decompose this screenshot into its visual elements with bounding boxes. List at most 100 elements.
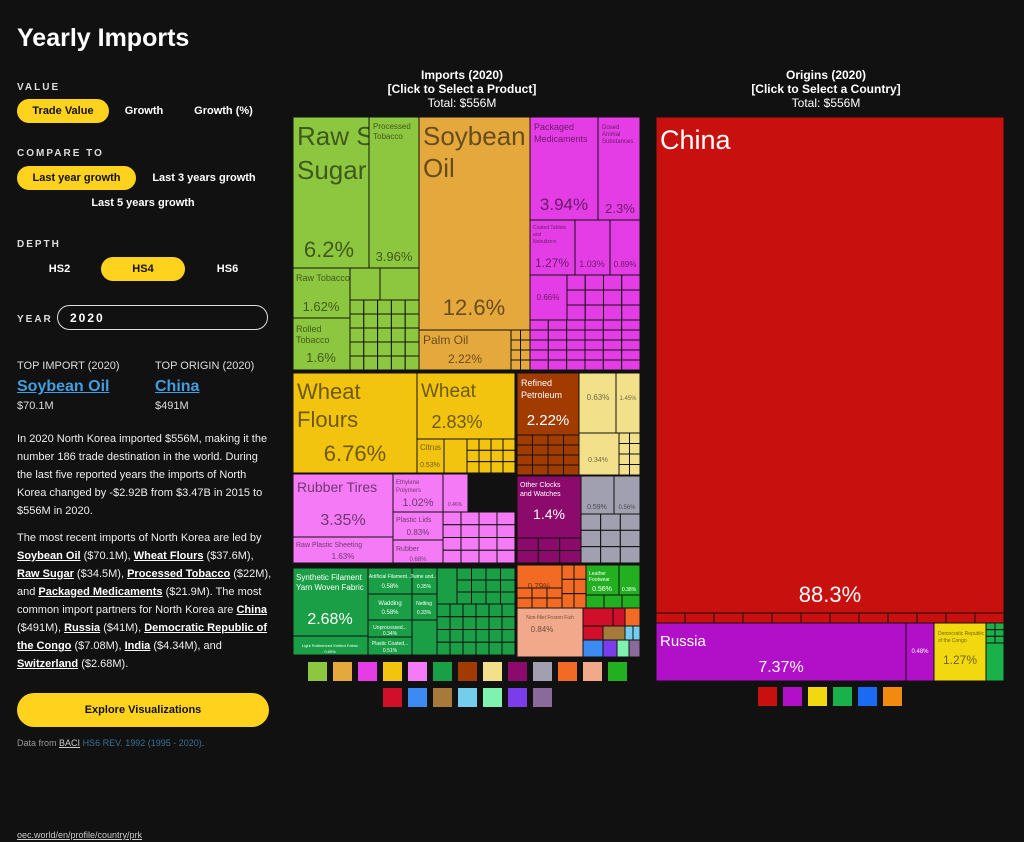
treemap-tile[interactable]	[582, 639, 604, 657]
treemap-small-tile[interactable]	[488, 603, 503, 618]
treemap-tile[interactable]	[529, 274, 568, 321]
treemap-small-tile[interactable]	[471, 579, 487, 593]
treemap-tile[interactable]	[602, 639, 618, 657]
treemap-tile[interactable]	[632, 625, 640, 641]
treemap-small-tile[interactable]	[547, 434, 564, 446]
treemap-small-tile[interactable]	[547, 349, 568, 361]
treemap-small-tile[interactable]	[566, 349, 586, 361]
treemap-small-tile[interactable]	[621, 359, 640, 371]
legend-swatch[interactable]	[783, 687, 802, 706]
treemap-small-tile[interactable]	[516, 464, 533, 476]
treemap-tile[interactable]	[293, 117, 370, 269]
product-link[interactable]: Raw Sugar	[17, 568, 74, 580]
treemap-small-tile[interactable]	[377, 327, 392, 343]
treemap-small-tile[interactable]	[490, 449, 504, 463]
treemap-small-tile[interactable]	[546, 587, 563, 599]
treemap-small-tile[interactable]	[462, 641, 477, 656]
treemap-tile[interactable]	[628, 639, 640, 657]
treemap-small-tile[interactable]	[537, 550, 561, 564]
treemap-small-tile[interactable]	[713, 612, 744, 624]
treemap-small-tile[interactable]	[656, 612, 686, 624]
treemap-tile[interactable]	[516, 607, 584, 657]
treemap-small-tile[interactable]	[363, 299, 379, 315]
treemap-small-tile[interactable]	[510, 329, 521, 341]
treemap-small-tile[interactable]	[490, 438, 504, 451]
treemap-small-tile[interactable]	[478, 438, 492, 451]
treemap-small-tile[interactable]	[532, 464, 549, 476]
treemap-small-tile[interactable]	[584, 304, 604, 321]
treemap-small-tile[interactable]	[349, 355, 365, 371]
treemap-small-tile[interactable]	[547, 339, 568, 351]
treemap-tile[interactable]	[416, 372, 516, 440]
treemap-small-tile[interactable]	[363, 355, 379, 371]
growth-percent-button[interactable]: Growth (%)	[194, 105, 253, 117]
treemap-small-tile[interactable]	[602, 319, 623, 331]
treemap-tile[interactable]	[582, 625, 604, 641]
treemap-small-tile[interactable]	[449, 641, 464, 656]
treemap-small-tile[interactable]	[621, 289, 640, 306]
treemap-small-tile[interactable]	[478, 524, 498, 538]
legend-swatch[interactable]	[508, 688, 527, 707]
treemap-small-tile[interactable]	[377, 341, 392, 357]
origins-treemap[interactable]: China 88.3% Russia 7.37% 0.48% Democratic Rep…	[656, 117, 1004, 681]
treemap-tile[interactable]	[624, 607, 640, 627]
treemap-small-tile[interactable]	[460, 524, 480, 538]
treemap-small-tile[interactable]	[529, 349, 549, 361]
treemap-tile[interactable]	[585, 564, 620, 596]
treemap-small-tile[interactable]	[563, 434, 580, 446]
treemap-small-tile[interactable]	[573, 578, 587, 595]
treemap-small-tile[interactable]	[566, 329, 586, 341]
treemap-small-tile[interactable]	[887, 612, 918, 624]
treemap-small-tile[interactable]	[502, 449, 516, 463]
treemap-small-tile[interactable]	[603, 289, 623, 306]
treemap-tile[interactable]	[411, 593, 438, 621]
treemap-small-tile[interactable]	[621, 339, 640, 351]
treemap-tile[interactable]	[616, 639, 630, 657]
treemap-tile[interactable]	[411, 619, 438, 656]
treemap-small-tile[interactable]	[496, 524, 516, 538]
treemap-small-tile[interactable]	[566, 359, 586, 371]
hs2-button[interactable]: HS2	[48, 263, 71, 275]
trade-value-button[interactable]: Trade Value	[17, 99, 109, 123]
treemap-small-tile[interactable]	[619, 546, 640, 564]
treemap-small-tile[interactable]	[584, 359, 604, 371]
treemap-small-tile[interactable]	[529, 359, 549, 371]
treemap-small-tile[interactable]	[516, 597, 533, 609]
treemap-small-tile[interactable]	[500, 567, 516, 581]
treemap-small-tile[interactable]	[800, 612, 831, 624]
treemap-small-tile[interactable]	[488, 629, 503, 643]
top-origin-link[interactable]: China	[155, 378, 200, 395]
treemap-small-tile[interactable]	[442, 549, 462, 564]
legend-swatch[interactable]	[883, 687, 902, 706]
top-import-link[interactable]: Soybean Oil	[17, 378, 110, 395]
treemap-small-tile[interactable]	[629, 432, 641, 444]
treemap-small-tile[interactable]	[471, 567, 487, 581]
treemap-small-tile[interactable]	[602, 349, 623, 361]
treemap-small-tile[interactable]	[566, 289, 586, 306]
treemap-small-tile[interactable]	[349, 299, 365, 315]
treemap-small-tile[interactable]	[460, 549, 480, 564]
treemap-small-tile[interactable]	[602, 359, 623, 371]
treemap-tile[interactable]	[379, 267, 420, 301]
treemap-small-tile[interactable]	[478, 461, 492, 474]
treemap-small-tile[interactable]	[478, 449, 492, 463]
legend-swatch[interactable]	[483, 688, 502, 707]
explore-visualizations-button[interactable]: Explore Visualizations	[17, 693, 269, 727]
treemap-small-tile[interactable]	[456, 579, 472, 593]
treemap-small-tile[interactable]	[584, 289, 604, 306]
treemap-small-tile[interactable]	[349, 327, 365, 343]
treemap-small-tile[interactable]	[501, 616, 516, 630]
treemap-small-tile[interactable]	[390, 341, 406, 357]
treemap-small-tile[interactable]	[496, 511, 516, 526]
product-link[interactable]: Processed Tobacco	[127, 568, 231, 580]
treemap-small-tile[interactable]	[580, 513, 602, 531]
treemap-small-tile[interactable]	[442, 524, 462, 538]
country-link[interactable]: Russia	[64, 622, 101, 634]
treemap-small-tile[interactable]	[566, 319, 586, 331]
treemap-small-tile[interactable]	[462, 603, 477, 618]
treemap-small-tile[interactable]	[985, 635, 996, 644]
treemap-tile[interactable]	[578, 372, 617, 434]
treemap-small-tile[interactable]	[985, 629, 996, 637]
treemap-small-tile[interactable]	[449, 603, 464, 618]
treemap-small-tile[interactable]	[585, 594, 605, 609]
